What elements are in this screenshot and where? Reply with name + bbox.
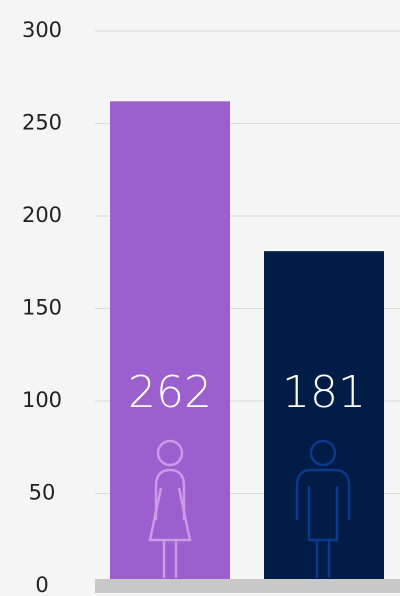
y-tick-label: 250 xyxy=(22,111,62,135)
male-icon xyxy=(295,439,351,578)
labels: 262 181 xyxy=(128,367,366,418)
bar xyxy=(110,101,230,587)
y-tick-label: 0 xyxy=(35,573,48,596)
value-label: 181 xyxy=(282,367,366,418)
y-tick-label: 300 xyxy=(22,18,62,42)
y-tick-label: 50 xyxy=(29,481,56,505)
value-label: 262 xyxy=(128,367,212,418)
baseline xyxy=(95,579,400,593)
y-tick-label: 200 xyxy=(22,203,62,227)
y-tick-label: 150 xyxy=(22,296,62,320)
bar xyxy=(264,251,384,586)
female-icon xyxy=(148,439,192,578)
bars xyxy=(110,101,384,587)
y-tick-label: 100 xyxy=(22,388,62,412)
